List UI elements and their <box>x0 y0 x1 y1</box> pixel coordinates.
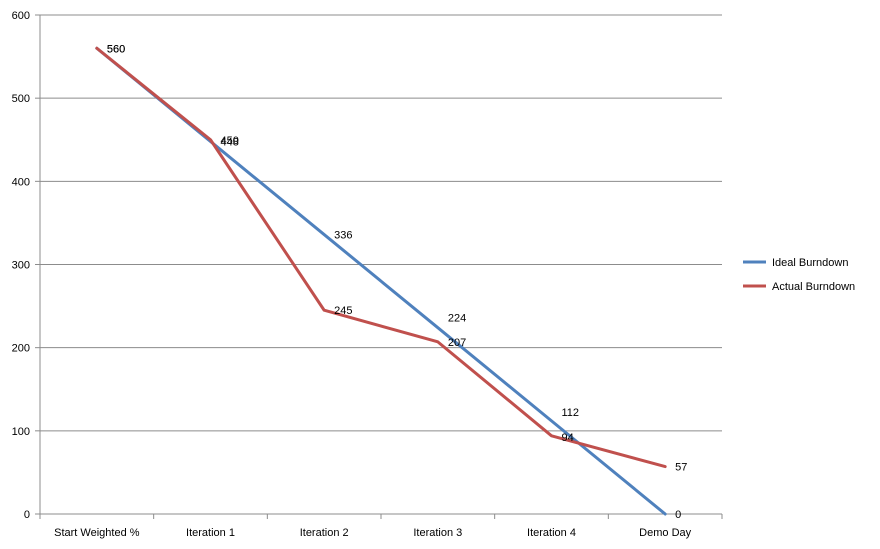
data-label: 560 <box>107 43 125 55</box>
data-label: 336 <box>334 230 352 242</box>
data-label: 94 <box>562 432 574 444</box>
y-tick-label: 600 <box>12 10 30 22</box>
data-label: 224 <box>448 313 466 325</box>
data-label: 57 <box>675 462 687 474</box>
gridlines <box>40 14 722 432</box>
x-tick-label: Iteration 1 <box>186 527 235 539</box>
legend: Ideal Burndown Actual Burndown <box>743 257 855 293</box>
y-axis-ticks: 0 100 200 300 400 500 600 <box>12 10 30 521</box>
data-label: 0 <box>675 509 681 521</box>
axes <box>35 14 723 519</box>
x-tick-label: Iteration 2 <box>300 527 349 539</box>
data-label: 112 <box>562 407 580 419</box>
data-label: 450 <box>221 135 239 147</box>
data-label: 245 <box>334 305 352 317</box>
series-lines <box>95 46 667 516</box>
legend-label: Actual Burndown <box>772 281 855 293</box>
x-tick-label: Iteration 3 <box>413 527 462 539</box>
data-label: 207 <box>448 337 466 349</box>
y-tick-label: 300 <box>12 260 30 272</box>
y-tick-label: 500 <box>12 93 30 105</box>
y-tick-label: 200 <box>12 343 30 355</box>
x-axis-ticks: Start Weighted % Iteration 1 Iteration 2 It… <box>54 527 692 539</box>
y-tick-label: 400 <box>12 176 30 188</box>
data-label: 448 <box>221 136 239 148</box>
x-tick-label: Start Weighted % <box>54 527 140 539</box>
x-tick-label: Demo Day <box>639 527 691 539</box>
legend-label: Ideal Burndown <box>772 257 848 269</box>
y-tick-label: 0 <box>24 509 30 521</box>
series-line-1 <box>95 46 667 469</box>
y-tick-label: 100 <box>12 426 30 438</box>
x-tick-label: Iteration 4 <box>527 527 576 539</box>
data-label: 560 <box>107 43 125 55</box>
